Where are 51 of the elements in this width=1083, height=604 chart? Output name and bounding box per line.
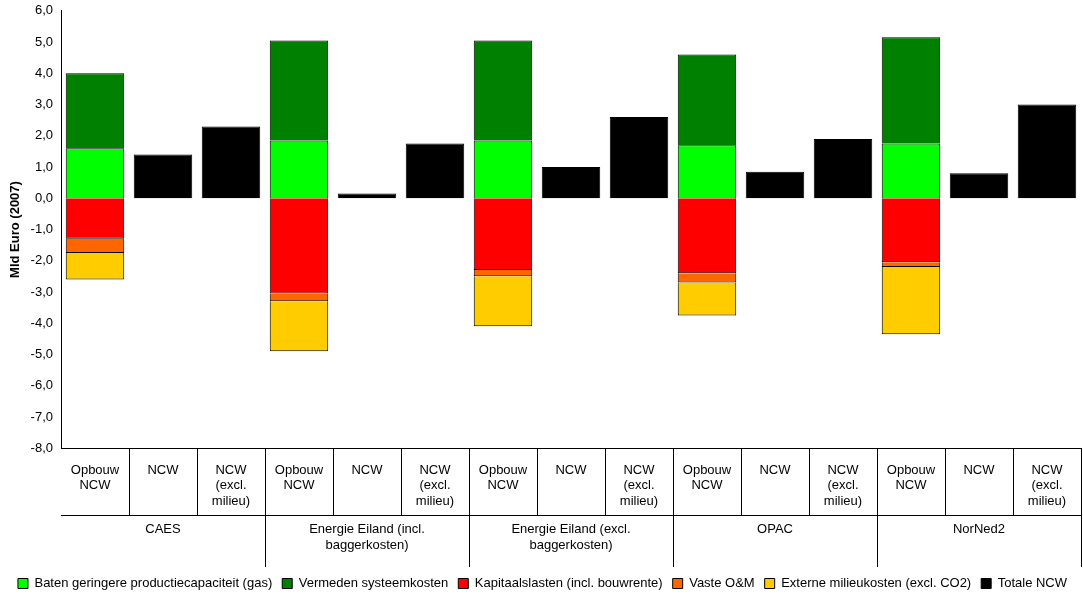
bar <box>133 154 193 199</box>
bar <box>813 138 873 199</box>
bar <box>541 167 601 199</box>
y-tick-label: 2,0 <box>34 127 53 143</box>
y-tick-label: -4,0 <box>30 314 53 330</box>
text: OPAC <box>757 521 793 537</box>
bar <box>201 126 261 199</box>
legend-label: Vermeden systeemkosten <box>298 575 449 591</box>
y-tick-label: -8,0 <box>30 439 53 455</box>
bar <box>745 171 805 199</box>
y-tick-label: 0,0 <box>34 189 53 205</box>
text: NorNed2 <box>952 521 1006 537</box>
x-tick-label: NCW <box>759 461 792 477</box>
x-tick-label: NCW (excl. milieu) <box>619 461 659 508</box>
y-tick-label: -3,0 <box>30 283 53 299</box>
legend-label: Externe milieukosten (excl. CO2) <box>781 575 972 591</box>
bar <box>1017 104 1077 199</box>
legend-label: Kapitaalslasten (incl. bouwrente) <box>474 575 663 591</box>
x-tick-label: NCW <box>351 461 384 477</box>
y-tick-label: -6,0 <box>30 377 53 393</box>
x-tick-label: Opbouw NCW <box>274 461 324 493</box>
x-tick-label: NCW <box>147 461 180 477</box>
x-tick-label: NCW (excl. milieu) <box>211 461 251 508</box>
y-tick-label: 4,0 <box>34 64 53 80</box>
y-tick-label: -5,0 <box>30 346 53 362</box>
x-tick-label: NCW (excl. milieu) <box>823 461 863 508</box>
legend-label: Totale NCW <box>997 575 1068 591</box>
legend-label: Vaste O&M <box>689 575 755 591</box>
y-tick-label: 3,0 <box>34 96 53 112</box>
y-tick-label: -2,0 <box>30 252 53 268</box>
text: CAES <box>145 521 182 537</box>
y-tick-label: 6,0 <box>34 2 53 18</box>
x-tick-label: NCW (excl. milieu) <box>415 461 455 508</box>
y-tick-label: 1,0 <box>34 158 53 174</box>
legend-label: Baten geringere productiecapaciteit (gas) <box>34 575 273 591</box>
x-tick-label: Opbouw NCW <box>70 461 120 493</box>
bar <box>609 117 669 199</box>
x-tick-label: Opbouw NCW <box>886 461 936 493</box>
y-tick-label: 5,0 <box>34 33 53 49</box>
x-tick-label: NCW (excl. milieu) <box>1027 461 1067 508</box>
y-tick-label: -1,0 <box>30 221 53 237</box>
x-tick-label: NCW <box>963 461 996 477</box>
bar <box>949 173 1009 199</box>
text: Energie Eiland (incl. baggerkosten) <box>309 521 425 553</box>
x-tick-label: Opbouw NCW <box>478 461 528 493</box>
text: Energie Eiland (excl. baggerkosten) <box>511 521 631 553</box>
x-tick-label: NCW <box>555 461 588 477</box>
y-axis-title: Mld Euro (2007) <box>7 181 23 278</box>
y-tick-label: -7,0 <box>30 408 53 424</box>
bar <box>405 143 465 199</box>
x-tick-label: Opbouw NCW <box>682 461 732 493</box>
